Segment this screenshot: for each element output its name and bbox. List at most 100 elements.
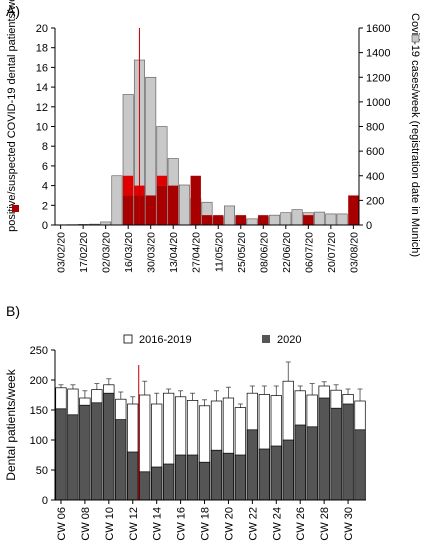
y-tick-label: 50 [36, 465, 48, 477]
dental-patients-bar [201, 215, 213, 225]
x-tick-label: CW 22 [247, 507, 259, 541]
x-tick-label: CW 08 [80, 507, 92, 541]
munich-cases-bar [291, 209, 303, 226]
munich-cases-bar [111, 175, 123, 226]
x-tick-label: 20/07/20 [326, 232, 338, 273]
right-y-tick-label: 600 [366, 146, 384, 158]
y-tick-label: 250 [30, 345, 48, 357]
left-y-tick-label: 2 [42, 200, 48, 212]
x-tick-label: 03/02/20 [56, 232, 68, 273]
panel-b-ylabel: Dental patients/week [4, 368, 18, 480]
x-tick-label: CW 14 [152, 507, 164, 541]
left-y-tick-label: 0 [42, 220, 48, 232]
x-tick-label: 11/05/20 [213, 232, 225, 272]
x-tick-label: CW 24 [271, 507, 283, 541]
x-tick-label: CW 10 [104, 507, 116, 541]
right-y-tick-label: 200 [366, 195, 384, 207]
x-tick-label: CW 30 [343, 507, 355, 541]
bar-2020 [91, 402, 103, 501]
panel-a-axes: 0246810121416182002004006008001000120014… [36, 23, 391, 273]
bar-2020 [270, 445, 282, 501]
dental-patients-bar [123, 195, 134, 225]
munich-cases-bar [314, 211, 326, 226]
bar-2020 [306, 426, 318, 501]
y-tick-label: 100 [30, 435, 48, 447]
munich-cases-bar [336, 213, 348, 226]
left-y-tick-label: 20 [36, 23, 48, 35]
right-y-tick-label: 800 [366, 122, 384, 134]
dental-patients-bar [235, 215, 246, 225]
bar-2020 [258, 448, 270, 501]
left-y-tick-label: 18 [36, 43, 48, 55]
bar-2020 [79, 404, 91, 501]
munich-cases-bar [224, 205, 235, 226]
panel-a-label: A) [6, 3, 20, 19]
left-y-tick-label: 16 [36, 62, 48, 74]
x-tick-label: 02/03/20 [101, 232, 113, 273]
dental-patients-bar [348, 195, 359, 225]
munich-cases-bar [325, 213, 337, 226]
left-y-tick-label: 14 [36, 82, 48, 94]
panel-a-right-ylabel: Covid-19 cases/week (registration date i… [409, 13, 421, 257]
bar-2020 [163, 463, 175, 501]
left-y-tick-label: 8 [42, 141, 48, 153]
dental-suspected-bar [156, 175, 168, 186]
x-tick-label: 08/06/20 [258, 232, 270, 273]
x-tick-label: CW 06 [56, 507, 68, 541]
x-tick-label: 06/07/20 [303, 232, 315, 273]
bar-2020 [55, 408, 67, 501]
bar-2020 [354, 429, 366, 501]
right-y-tick-label: 1400 [366, 48, 390, 60]
x-tick-label: 25/05/20 [236, 232, 248, 273]
dental-suspected-bar [123, 175, 134, 196]
x-tick-label: 03/08/20 [348, 232, 360, 273]
x-tick-label: 30/03/20 [146, 232, 158, 273]
legend-swatch-2016-2019 [123, 334, 133, 344]
x-tick-label: 17/02/20 [78, 232, 90, 273]
panel-a-left-ylabel: positive/suspected COVID-19 dental patie… [6, 0, 18, 232]
bar-2020 [103, 392, 115, 501]
x-tick-label: CW 16 [176, 507, 188, 541]
dental-patients-bar [168, 185, 179, 225]
y-tick-label: 150 [30, 405, 48, 417]
dental-patients-bar [303, 215, 314, 225]
legend-marker-cases [411, 34, 420, 43]
munich-cases-bar [269, 214, 281, 226]
bar-2020 [139, 471, 151, 501]
bar-2020 [282, 439, 294, 501]
bar-2020 [342, 403, 354, 501]
dental-patients-bar [190, 175, 201, 225]
right-y-tick-label: 1000 [366, 97, 390, 109]
legend-label-2020: 2020 [277, 334, 301, 346]
x-tick-label: 22/06/20 [281, 232, 293, 273]
bar-2020 [151, 466, 163, 501]
munich-cases-bar [179, 184, 190, 226]
bar-2020 [186, 454, 199, 501]
dental-patients-bar [258, 215, 269, 225]
bar-2020 [115, 419, 127, 501]
bar-2020 [174, 454, 187, 501]
bar-2020 [330, 407, 342, 501]
y-tick-label: 200 [30, 375, 48, 387]
right-y-tick-label: 400 [366, 171, 384, 183]
x-tick-label: 16/03/20 [123, 232, 135, 273]
bar-2020 [198, 461, 211, 501]
x-tick-label: CW 20 [223, 507, 235, 541]
x-tick-label: CW 28 [319, 507, 331, 541]
bar-2020 [294, 424, 306, 501]
bar-2020 [67, 414, 79, 501]
bar-2020 [127, 451, 139, 501]
right-y-tick-label: 1600 [366, 23, 390, 35]
dental-patients-bar [213, 215, 224, 225]
bar-2020 [210, 449, 223, 501]
right-y-tick-label: 0 [366, 220, 372, 232]
x-tick-label: CW 12 [128, 507, 140, 541]
y-tick-label: 0 [42, 495, 48, 507]
bar-2020 [234, 454, 247, 501]
x-tick-label: CW 18 [200, 507, 212, 541]
left-y-tick-label: 12 [36, 102, 48, 114]
right-y-tick-label: 1200 [366, 72, 390, 84]
x-tick-label: 13/04/20 [168, 232, 180, 273]
panel-b-bars [55, 361, 366, 501]
